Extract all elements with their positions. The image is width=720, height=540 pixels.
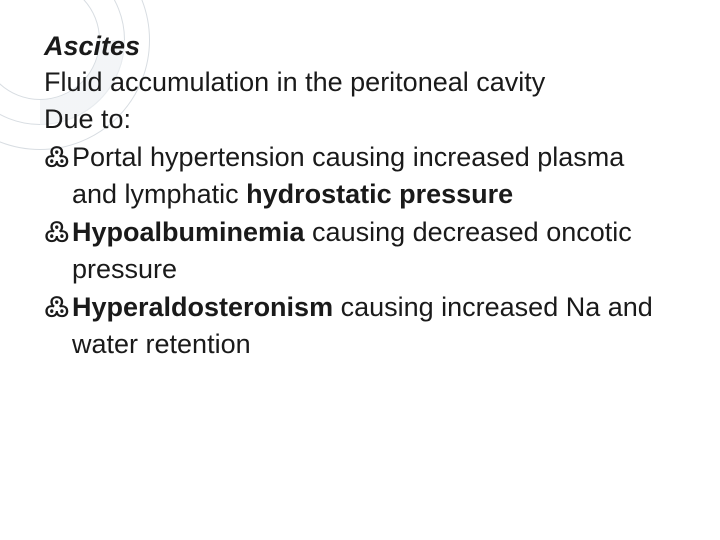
bullet-text-bold: hydrostatic pressure bbox=[246, 179, 513, 209]
bullet-text-bold: Hyperaldosteronism bbox=[72, 292, 333, 322]
bullet-icon: ߷ bbox=[44, 214, 70, 250]
list-item: ߷ Hyperaldosteronism causing increased N… bbox=[44, 289, 676, 362]
due-to-label: Due to: bbox=[44, 101, 676, 137]
bullet-text-bold: Hypoalbuminemia bbox=[72, 217, 305, 247]
slide-title: Ascites bbox=[44, 28, 676, 64]
slide-content: Ascites Fluid accumulation in the perito… bbox=[44, 28, 676, 364]
list-item: ߷ Hypoalbuminemia causing decreased onco… bbox=[44, 214, 676, 287]
bullet-icon: ߷ bbox=[44, 139, 70, 175]
bullet-list: ߷ Portal hypertension causing increased … bbox=[44, 139, 676, 362]
bullet-icon: ߷ bbox=[44, 289, 70, 325]
list-item: ߷ Portal hypertension causing increased … bbox=[44, 139, 676, 212]
slide-subtitle: Fluid accumulation in the peritoneal cav… bbox=[44, 64, 676, 100]
